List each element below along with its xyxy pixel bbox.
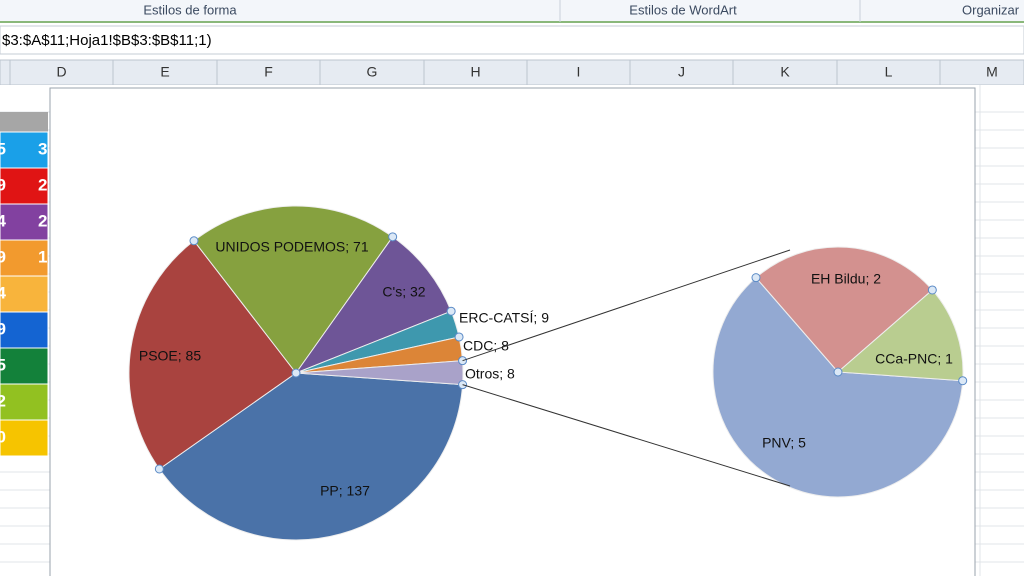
cell-text: 4 (0, 211, 7, 230)
cell-text: 5 (0, 355, 6, 374)
data-label: EH Bildu; 2 (811, 271, 881, 287)
formula-text: $3:$A$11;Hoja1!$B$3:$B$11;1) (2, 32, 212, 49)
selection-handle (154, 464, 164, 474)
data-label: ERC-CATSÍ; 9 (459, 310, 549, 326)
data-label: PSOE; 85 (139, 348, 201, 364)
pie-slice (128, 240, 297, 470)
column-header: L (885, 64, 893, 80)
cell-text: 9 (0, 319, 6, 338)
cell (0, 419, 49, 457)
cell-text: 5 (0, 139, 6, 158)
ribbon-group: Estilos de WordArt (629, 2, 737, 17)
column-header: E (160, 64, 169, 80)
column-header-bar (0, 59, 1024, 86)
data-label: C's; 32 (382, 284, 425, 300)
selection-handle (458, 380, 468, 390)
column-header: J (678, 64, 685, 80)
cell-text: 1 (38, 247, 47, 266)
selection-handle (927, 285, 937, 295)
data-label: PP; 137 (320, 483, 370, 499)
cell-text: 3 (38, 139, 47, 158)
column-header: K (780, 64, 790, 80)
cell-text: 2 (38, 211, 47, 230)
data-label: UNIDOS PODEMOS; 71 (215, 239, 368, 255)
column-header: D (56, 64, 66, 80)
ribbon-group: Estilos de forma (143, 2, 237, 17)
pie-slice (836, 289, 964, 382)
selection-handle (833, 367, 843, 377)
column-header: H (470, 64, 480, 80)
column-header: F (264, 64, 273, 80)
selection-handle (958, 376, 968, 386)
selection-handle (189, 236, 199, 246)
connector-line (462, 384, 791, 487)
column-header: I (577, 64, 581, 80)
formula-bar[interactable] (0, 25, 1024, 55)
column-header: G (367, 64, 378, 80)
cell (0, 347, 49, 385)
column-header: M (986, 64, 998, 80)
selection-handle (291, 368, 301, 378)
cell-text: 9 (0, 247, 6, 266)
data-label: CCa-PNC; 1 (875, 351, 953, 367)
selection-handle (751, 273, 761, 283)
cell (0, 275, 49, 313)
connector-line (462, 249, 791, 362)
selection-handle (388, 232, 398, 242)
selection-handle (446, 306, 456, 316)
cell-text: 9 (0, 175, 6, 194)
data-label: PNV; 5 (762, 435, 806, 451)
pie-slice (755, 246, 934, 373)
cell (0, 311, 49, 349)
data-label: Otros; 8 (465, 366, 515, 382)
cell-text: 4 (0, 283, 7, 302)
cell-text: 2 (0, 391, 6, 410)
cell-text: 0 (0, 427, 6, 446)
cell (0, 383, 49, 421)
pie-slice (158, 372, 464, 541)
data-label: CDC; 8 (463, 338, 509, 354)
ribbon-group: Organizar (962, 2, 1020, 17)
pie-slice (193, 205, 394, 374)
header-row (0, 112, 48, 132)
ribbon (0, 0, 1024, 22)
selection-handle (454, 332, 464, 342)
cell-text: 2 (38, 175, 47, 194)
